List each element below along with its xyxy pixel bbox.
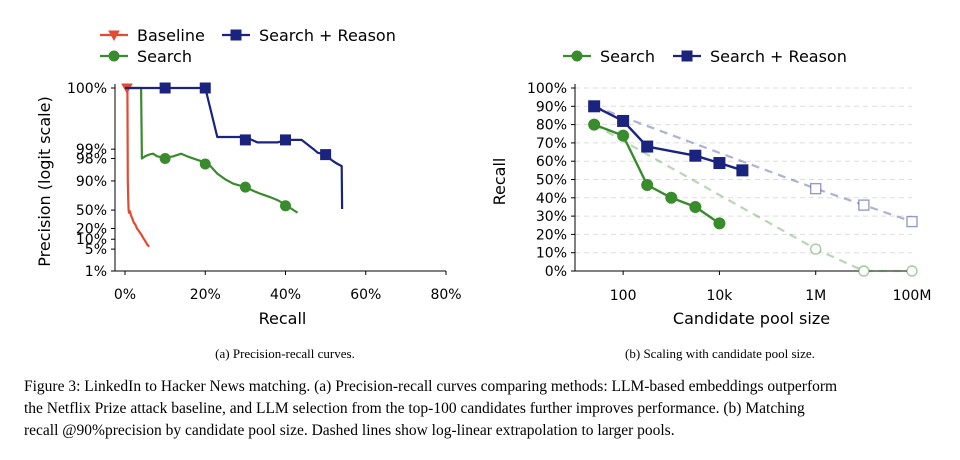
x-tick-label: 40% xyxy=(270,287,301,303)
y-tick-label: 50% xyxy=(76,203,107,219)
y-tick-label: 100% xyxy=(67,81,107,97)
y-tick-label: 90% xyxy=(76,174,107,190)
data-point xyxy=(736,164,749,177)
data-point xyxy=(199,158,211,170)
y-tick-label: 60% xyxy=(536,154,567,170)
y-tick-label: 98% xyxy=(76,151,107,167)
y-tick-label: 90% xyxy=(536,99,567,115)
subcaption-b: (b) Scaling with candidate pool size. xyxy=(625,346,815,361)
y-tick-label: 50% xyxy=(536,173,567,189)
x-tick-label: 100 xyxy=(610,288,637,304)
precision-recall-chart: 0% 20% 40% 60% 80%1%5%10%20%50%90%98%99%100%… xyxy=(35,26,462,328)
data-point xyxy=(641,140,654,153)
data-point xyxy=(588,118,601,131)
pool-size-scaling-chart: 100 10k 1M 100M 0% 10% 20% 30% 40% 50% 60% 70% 80% 90… xyxy=(490,47,931,328)
data-point xyxy=(713,217,726,230)
legend-label: Search + Reason xyxy=(710,47,847,66)
legend-label: Search xyxy=(600,47,655,66)
data-point xyxy=(159,82,171,94)
data-point xyxy=(588,100,601,113)
legend-label: Baseline xyxy=(137,26,205,45)
x-tick-label: 100M xyxy=(893,288,932,304)
data-point xyxy=(617,114,630,127)
y-tick-label: 99% xyxy=(76,142,107,158)
data-point xyxy=(320,149,332,161)
series-line xyxy=(125,86,299,214)
data-point xyxy=(641,178,654,191)
y-tick-label: 10% xyxy=(536,246,567,262)
extrapolation-line xyxy=(593,105,913,223)
figure-canvas: 0% 20% 40% 60% 80%1%5%10%20%50%90%98%99%100%… xyxy=(35,26,931,328)
x-tick-label: 60% xyxy=(350,287,381,303)
extrapolated-point xyxy=(906,265,918,277)
legend-marker xyxy=(108,30,120,42)
y-tick-label: 0% xyxy=(545,264,567,280)
data-point xyxy=(713,157,726,170)
y-tick-label: 20% xyxy=(76,221,107,237)
y-tick-label: 1% xyxy=(85,264,107,280)
data-point xyxy=(280,200,291,212)
x-tick-label: 10k xyxy=(706,288,733,304)
data-point xyxy=(665,191,678,204)
series-line xyxy=(125,86,344,210)
caption-line: recall @90%precision by candidate pool s… xyxy=(24,422,675,439)
x-tick-label: 20% xyxy=(190,287,221,303)
data-point xyxy=(199,82,211,94)
y-axis-label: Recall xyxy=(490,158,509,206)
extrapolated-point xyxy=(810,182,822,195)
figure-caption: Figure 3: LinkedIn to Hacker News matchi… xyxy=(24,376,936,442)
subcaption-a: (a) Precision-recall curves. xyxy=(215,346,355,361)
extrapolated-point xyxy=(858,265,870,277)
y-tick-label: 40% xyxy=(536,191,567,207)
x-tick-label: 1M xyxy=(805,288,826,304)
legend-marker xyxy=(230,29,242,41)
legend-label: Search xyxy=(137,47,192,66)
data-point xyxy=(617,129,630,142)
y-tick-label: 5% xyxy=(85,242,107,258)
extrapolated-point xyxy=(906,215,918,228)
x-axis-label: Recall xyxy=(259,309,307,328)
data-point xyxy=(689,200,702,213)
y-axis-label: Precision (logit scale) xyxy=(35,96,54,266)
legend-marker xyxy=(108,50,120,62)
extrapolated-point xyxy=(810,243,822,255)
y-tick-label: 20% xyxy=(536,227,567,243)
y-tick-label: 10% xyxy=(76,232,107,248)
data-point xyxy=(159,152,171,164)
y-tick-label: 70% xyxy=(536,136,567,152)
data-point xyxy=(239,181,251,193)
x-axis-label: Candidate pool size xyxy=(673,309,830,328)
y-tick-label: 30% xyxy=(536,209,567,225)
data-point xyxy=(280,134,291,146)
extrapolated-point xyxy=(858,199,870,211)
x-tick-label: 80% xyxy=(430,287,461,303)
caption-line: the Netflix Prize attack baseline, and L… xyxy=(24,400,805,417)
data-point xyxy=(239,134,251,146)
y-tick-label: 100% xyxy=(527,81,567,97)
caption-line: Figure 3: LinkedIn to Hacker News matchi… xyxy=(24,378,838,395)
legend-marker xyxy=(571,50,583,62)
y-tick-label: 80% xyxy=(536,118,567,134)
x-tick-label: 0% xyxy=(114,287,136,303)
legend-marker xyxy=(681,50,693,62)
legend-label: Search + Reason xyxy=(259,26,396,45)
series-line xyxy=(125,86,150,248)
data-point xyxy=(689,149,702,162)
extrapolation-line xyxy=(593,123,912,273)
